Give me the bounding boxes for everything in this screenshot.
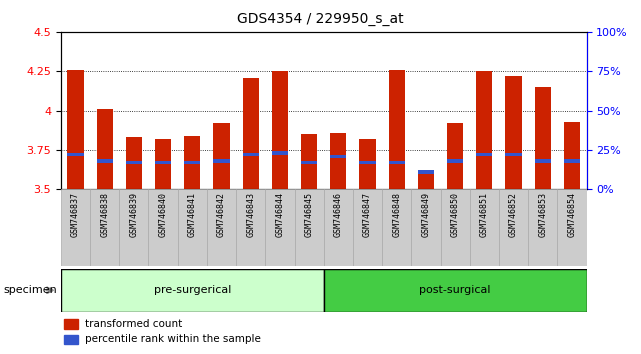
Text: GSM746841: GSM746841	[188, 192, 197, 237]
Text: GSM746845: GSM746845	[304, 192, 313, 237]
Bar	[418, 171, 434, 189]
Bar	[360, 139, 376, 189]
FancyBboxPatch shape	[528, 189, 557, 266]
FancyBboxPatch shape	[119, 189, 149, 266]
FancyBboxPatch shape	[294, 189, 324, 266]
Bar	[418, 170, 434, 174]
Bar	[184, 136, 201, 189]
FancyBboxPatch shape	[90, 189, 119, 266]
FancyBboxPatch shape	[557, 189, 587, 266]
Text: transformed count: transformed count	[85, 319, 182, 329]
Bar	[97, 109, 113, 189]
Text: GSM746839: GSM746839	[129, 192, 138, 237]
Bar	[506, 76, 522, 189]
Bar	[447, 123, 463, 189]
Text: GDS4354 / 229950_s_at: GDS4354 / 229950_s_at	[237, 12, 404, 27]
Text: GSM746853: GSM746853	[538, 192, 547, 237]
FancyBboxPatch shape	[324, 189, 353, 266]
Bar	[301, 134, 317, 189]
Text: pre-surgerical: pre-surgerical	[154, 285, 231, 295]
Text: GSM746840: GSM746840	[158, 192, 167, 237]
FancyBboxPatch shape	[382, 189, 412, 266]
Text: GSM746842: GSM746842	[217, 192, 226, 237]
Bar	[564, 159, 580, 163]
Text: GSM746837: GSM746837	[71, 192, 80, 237]
Bar	[476, 71, 492, 189]
Bar	[126, 161, 142, 164]
Bar	[360, 161, 376, 164]
Bar	[63, 335, 78, 344]
Bar	[330, 155, 346, 158]
Bar	[213, 123, 229, 189]
Bar	[243, 153, 259, 156]
Text: specimen: specimen	[3, 285, 57, 295]
FancyBboxPatch shape	[178, 189, 207, 266]
Bar	[301, 161, 317, 164]
FancyBboxPatch shape	[324, 269, 587, 312]
Text: GSM746843: GSM746843	[246, 192, 255, 237]
Text: post-surgical: post-surgical	[419, 285, 491, 295]
Bar	[476, 153, 492, 156]
Text: GSM746851: GSM746851	[480, 192, 489, 237]
Bar	[184, 161, 201, 164]
FancyBboxPatch shape	[440, 189, 470, 266]
Text: GSM746848: GSM746848	[392, 192, 401, 237]
Bar	[330, 133, 346, 189]
FancyBboxPatch shape	[265, 189, 294, 266]
FancyBboxPatch shape	[470, 189, 499, 266]
Bar	[535, 159, 551, 163]
Text: GSM746854: GSM746854	[567, 192, 576, 237]
Bar	[272, 71, 288, 189]
Bar	[67, 70, 83, 189]
Text: GSM746849: GSM746849	[421, 192, 430, 237]
Bar	[67, 153, 83, 156]
Bar	[155, 161, 171, 164]
FancyBboxPatch shape	[353, 189, 382, 266]
Text: GSM746846: GSM746846	[334, 192, 343, 237]
Bar	[506, 153, 522, 156]
Bar	[564, 122, 580, 189]
Bar	[97, 159, 113, 163]
FancyBboxPatch shape	[412, 189, 440, 266]
Bar	[63, 319, 78, 329]
FancyBboxPatch shape	[207, 189, 236, 266]
Text: GSM746850: GSM746850	[451, 192, 460, 237]
FancyBboxPatch shape	[236, 189, 265, 266]
Text: GSM746852: GSM746852	[509, 192, 518, 237]
Bar	[272, 152, 288, 155]
FancyBboxPatch shape	[149, 189, 178, 266]
Bar	[243, 78, 259, 189]
Text: GSM746838: GSM746838	[100, 192, 109, 237]
Bar	[535, 87, 551, 189]
Bar	[155, 139, 171, 189]
Bar	[388, 70, 404, 189]
Bar	[126, 137, 142, 189]
FancyBboxPatch shape	[499, 189, 528, 266]
Bar	[447, 159, 463, 163]
Text: GSM746844: GSM746844	[276, 192, 285, 237]
Bar	[388, 161, 404, 164]
Text: GSM746847: GSM746847	[363, 192, 372, 237]
FancyBboxPatch shape	[61, 269, 324, 312]
Bar	[213, 159, 229, 163]
FancyBboxPatch shape	[61, 189, 90, 266]
Text: percentile rank within the sample: percentile rank within the sample	[85, 335, 260, 344]
